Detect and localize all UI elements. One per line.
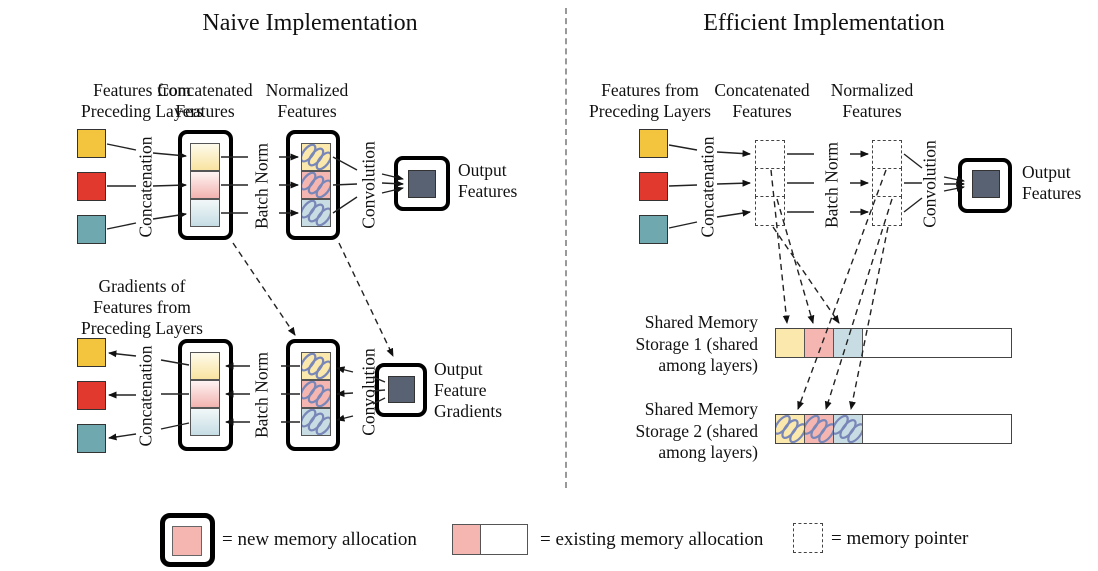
legend-memory-pointer-text: = memory pointer	[831, 528, 969, 549]
shared-memory-storage-1-bar	[775, 328, 1012, 358]
legend-existing-memory-text: = existing memory allocation	[540, 529, 764, 550]
left-concat-label-line2: Features	[175, 101, 235, 121]
left-grad-square-red	[77, 381, 106, 410]
left-input-label-line1: Features from	[93, 80, 191, 100]
left-grad-norm-cell-yellow-hatched	[301, 352, 331, 380]
right-concat-pointer-box-3	[755, 196, 785, 226]
storage2-label-line3: among layers)	[658, 442, 758, 462]
right-concat-label-line2: Features	[732, 101, 792, 121]
right-input-square-yellow	[639, 129, 668, 158]
right-concatenation-op-label: Concatenation	[697, 136, 718, 238]
left-grad-square-yellow	[77, 338, 106, 367]
left-panel-title: Naive Implementation	[202, 10, 418, 36]
right-convolution-op-label: Convolution	[919, 140, 940, 228]
storage1-segment-blue	[834, 329, 863, 357]
left-concat-cell-yellow	[190, 143, 220, 171]
left-output-feature-square	[408, 170, 436, 198]
left-norm-label: Normalized Features	[247, 80, 367, 122]
left-gradients-label-line1: Gradients of	[98, 276, 186, 296]
right-concat-label-line1: Concatenated	[714, 80, 810, 100]
left-gradients-label: Gradients of Features from Preceding Lay…	[62, 276, 222, 339]
left-output-label: Output Features	[458, 160, 517, 202]
storage1-label-line3: among layers)	[658, 355, 758, 375]
left-norm-cell-yellow-hatched	[301, 143, 331, 171]
right-input-label-line1: Features from	[601, 80, 699, 100]
left-grad-norm-cell-pink-hatched	[301, 380, 331, 408]
right-input-square-red	[639, 172, 668, 201]
left-grad-concatenation-op-label: Concatenation	[135, 345, 156, 447]
left-concat-label: Concatenated Features	[145, 80, 265, 122]
legend-memory-pointer-swatch	[793, 523, 823, 553]
left-input-square-yellow	[77, 129, 106, 158]
left-grad-concat-cell-yellow	[190, 352, 220, 380]
panel-divider	[565, 8, 567, 488]
right-norm-pointer-box-2	[872, 168, 902, 197]
right-batchnorm-op-label: Batch Norm	[821, 141, 842, 229]
right-input-label: Features from Preceding Layers	[570, 80, 730, 122]
right-output-feature-square	[972, 170, 1000, 198]
right-concat-pointer-box-2	[755, 168, 785, 197]
storage2-label-line1: Shared Memory	[644, 399, 758, 419]
storage1-label: Shared Memory Storage 1 (shared among la…	[600, 312, 758, 377]
storage2-segment-yellow-hatched	[776, 415, 805, 443]
storage2-label-line2: Storage 2 (shared	[635, 420, 758, 441]
right-concat-pointer-box-1	[755, 140, 785, 169]
left-output-grad-label: Output Feature Gradients	[434, 359, 502, 422]
left-concat-cell-blue	[190, 199, 220, 227]
left-norm-cell-blue-hatched	[301, 199, 331, 227]
left-grad-concat-cell-pink	[190, 380, 220, 408]
left-concat-label-line1: Concatenated	[157, 80, 253, 100]
left-concat-cell-pink	[190, 171, 220, 199]
right-output-label: Output Features	[1022, 162, 1081, 204]
storage1-label-line1: Shared Memory	[644, 312, 758, 332]
left-output-grad-square	[388, 376, 415, 403]
left-input-square-red	[77, 172, 106, 201]
storage1-segment-yellow	[776, 329, 805, 357]
storage2-label: Shared Memory Storage 2 (shared among la…	[600, 399, 758, 464]
left-grad-norm-cell-blue-hatched	[301, 408, 331, 436]
left-input-label-line2: Preceding Layers	[81, 101, 203, 121]
right-concat-label: Concatenated Features	[702, 80, 822, 122]
left-input-label: Features from Preceding Layers	[62, 80, 222, 122]
right-input-square-teal	[639, 215, 668, 244]
left-norm-cell-pink-hatched	[301, 171, 331, 199]
right-norm-label-line2: Features	[842, 101, 902, 121]
storage1-segment-pink	[805, 329, 834, 357]
legend-existing-memory-swatch	[452, 524, 528, 555]
left-gradients-label-line3: Preceding Layers	[81, 318, 203, 338]
right-norm-pointer-box-3	[872, 196, 902, 226]
left-input-square-teal	[77, 215, 106, 244]
right-output-label-line1: Output	[1022, 162, 1071, 182]
left-output-grad-label-line1: Output	[434, 359, 483, 379]
right-output-label-line2: Features	[1022, 183, 1082, 203]
left-output-label-line2: Features	[458, 181, 518, 201]
left-output-label-line1: Output	[458, 160, 507, 180]
left-grad-batchnorm-op-label: Batch Norm	[251, 351, 272, 439]
legend-new-memory-inner-square	[172, 526, 202, 556]
left-output-grad-label-line3: Gradients	[434, 401, 503, 421]
legend-existing-memory-pink-segment	[453, 525, 481, 554]
right-norm-label: Normalized Features	[812, 80, 932, 122]
right-input-label-line2: Preceding Layers	[589, 101, 711, 121]
left-gradients-label-line2: Features from	[93, 297, 191, 317]
left-concatenation-op-label: Concatenation	[135, 136, 156, 238]
left-batchnorm-op-label: Batch Norm	[251, 142, 272, 230]
left-grad-concat-cell-blue	[190, 408, 220, 436]
shared-memory-storage-2-bar	[775, 414, 1012, 444]
storage2-segment-pink-hatched	[805, 415, 834, 443]
right-norm-pointer-box-1	[872, 140, 902, 169]
storage2-segment-blue-hatched	[834, 415, 863, 443]
right-norm-label-line1: Normalized	[830, 80, 914, 100]
legend-new-memory-text: = new memory allocation	[222, 529, 417, 550]
left-output-grad-label-line2: Feature	[434, 380, 487, 400]
storage1-label-line2: Storage 1 (shared	[635, 333, 758, 354]
left-convolution-op-label: Convolution	[358, 141, 379, 229]
left-grad-square-teal	[77, 424, 106, 453]
left-norm-label-line2: Features	[277, 101, 337, 121]
left-norm-label-line1: Normalized	[265, 80, 349, 100]
right-panel-title: Efficient Implementation	[703, 10, 945, 36]
